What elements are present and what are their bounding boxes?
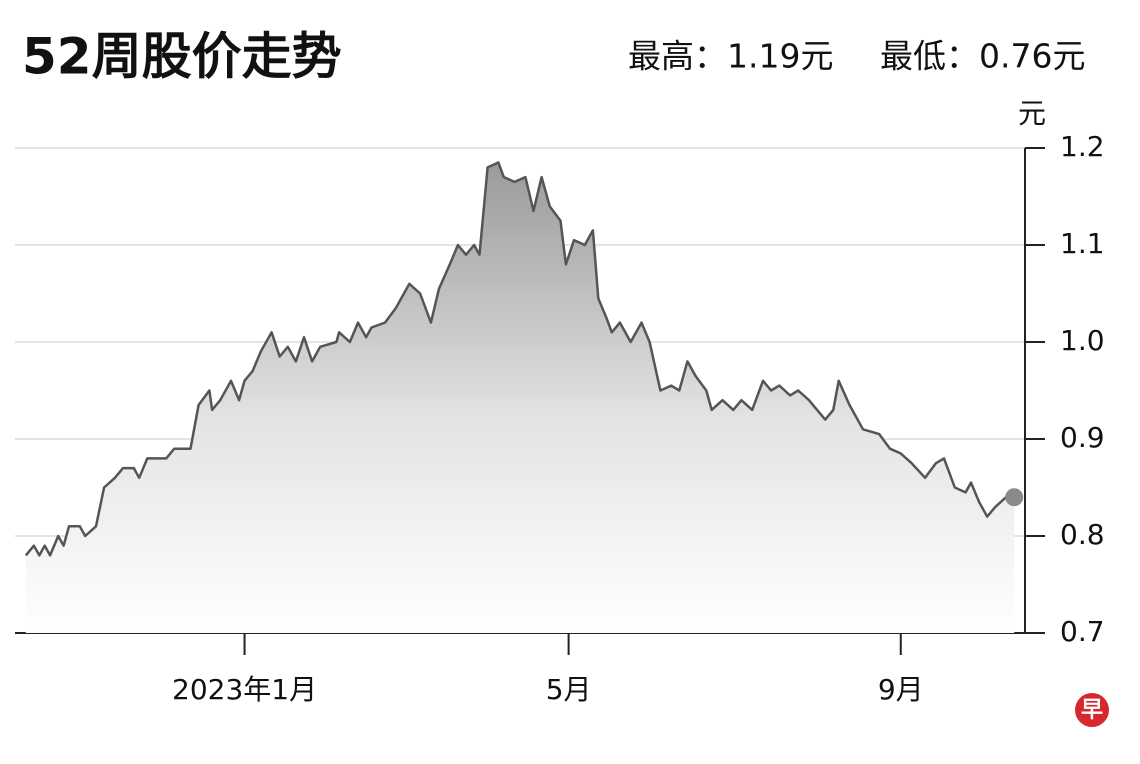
low-stat: 最低：0.76元 [880, 37, 1085, 76]
line [24, 161, 1015, 557]
x-tick-label: 2023年1月 [172, 673, 317, 706]
y-tick-label: 0.8 [1060, 518, 1105, 551]
x-tick-label: 9月 [878, 673, 924, 706]
y-tick-label: 1.0 [1060, 324, 1105, 357]
logo: 早 [1081, 698, 1103, 723]
plot: 0.7 0.8 0.9 1.0 1.1 1.2 2023年1月 5月 9月 [15, 130, 1105, 706]
high-stat: 最高：1.19元 [628, 37, 833, 76]
y-tick-label: 1.2 [1060, 130, 1105, 163]
chart-title: 52周股价走势 [22, 28, 342, 86]
y-unit: 元 [1018, 97, 1046, 130]
y-tick-label: 0.9 [1060, 421, 1105, 454]
area [25, 162, 1015, 633]
y-tick-label: 1.1 [1060, 227, 1105, 260]
x-tick-label: 5月 [546, 673, 592, 706]
logo-badge [1075, 693, 1109, 727]
y-tick-label: 0.7 [1060, 615, 1105, 648]
end-point [1005, 488, 1024, 507]
